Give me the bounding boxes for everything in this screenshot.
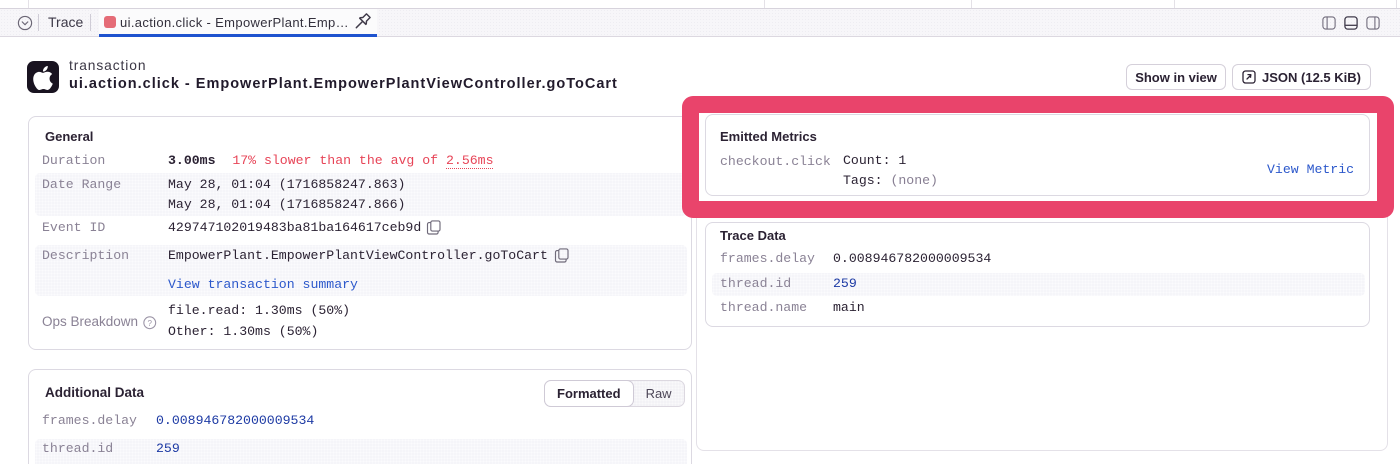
svg-text:?: ? — [148, 319, 153, 328]
